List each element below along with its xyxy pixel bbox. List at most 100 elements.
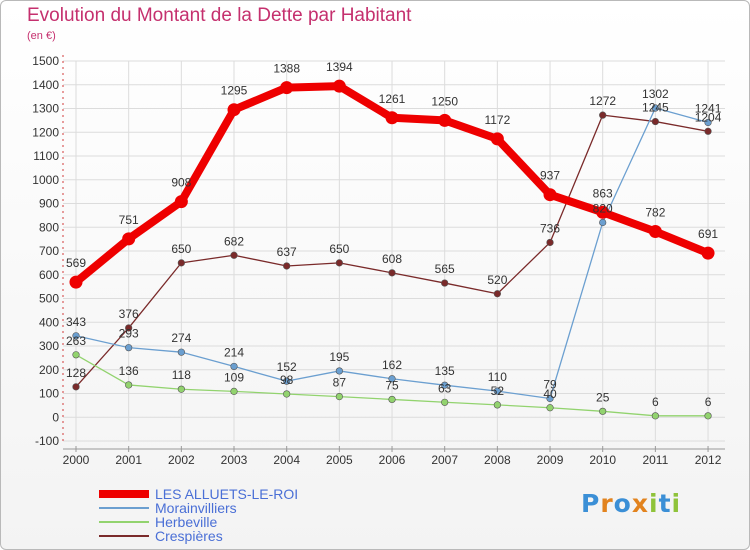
x-tick-label: 2012 [695, 453, 722, 467]
y-tick-label: 600 [39, 268, 59, 282]
data-label: 263 [66, 334, 86, 348]
data-point [177, 259, 185, 267]
data-label: 1204 [695, 110, 722, 124]
data-label: 637 [277, 245, 297, 259]
data-point [283, 377, 291, 385]
y-tick-label: 400 [39, 315, 59, 329]
data-label: 1241 [695, 102, 722, 116]
data-label: 1172 [484, 113, 510, 127]
data-label: 937 [540, 169, 560, 183]
data-point [177, 385, 185, 393]
data-label: 75 [385, 378, 399, 392]
data-point [543, 188, 557, 202]
data-point [546, 238, 554, 247]
axis-layer: -100 0 100 200 300 400 500 600 700 800 900 1000 1100… [32, 54, 725, 467]
data-label: 63 [438, 381, 452, 395]
data-point [122, 232, 136, 246]
data-point [72, 351, 80, 359]
data-label: 782 [645, 206, 665, 220]
data-label: 1388 [273, 62, 300, 76]
data-point [599, 111, 607, 119]
data-point [596, 205, 610, 219]
data-label: 736 [540, 221, 560, 235]
data-label: 109 [224, 370, 244, 384]
x-tick-label: 2008 [484, 453, 511, 467]
data-label: 751 [119, 213, 139, 227]
legend-swatch [99, 507, 149, 509]
x-tick-label: 2009 [537, 453, 564, 467]
data-label: 1261 [379, 92, 406, 106]
proxiti-logo: Proxiti [581, 489, 681, 518]
data-label: 6 [705, 395, 712, 409]
data-point [230, 251, 238, 259]
chart-unit: (en €) [27, 30, 56, 42]
data-point [704, 412, 712, 420]
data-point [438, 113, 452, 127]
data-label: 195 [329, 350, 349, 364]
data-point [332, 79, 346, 93]
x-tick-label: 2000 [63, 453, 90, 467]
data-label: 565 [435, 262, 455, 276]
y-tick-label: 100 [39, 387, 59, 401]
data-point [227, 103, 241, 117]
y-tick-label: 700 [39, 244, 59, 258]
data-point [599, 218, 607, 227]
x-tick-label: 2005 [326, 453, 353, 467]
data-label: 908 [171, 176, 191, 190]
data-label: 520 [487, 273, 507, 287]
chart-title: Evolution du Montant de la Dette par Hab… [27, 5, 412, 26]
legend-label: LES ALLUETS-LE-ROI [155, 486, 299, 502]
data-label: 820 [593, 202, 613, 216]
data-label: 118 [172, 368, 191, 382]
x-tick-label: 2003 [221, 453, 248, 467]
x-tick-label: 2004 [273, 453, 300, 467]
data-point [335, 392, 343, 401]
data-label: 6 [652, 395, 659, 409]
data-point [72, 332, 80, 340]
data-point [385, 111, 399, 125]
data-label: 162 [382, 358, 402, 372]
data-point [441, 398, 449, 406]
y-tick-label: 800 [39, 220, 59, 234]
data-point [493, 401, 501, 409]
legend-label: Crespières [155, 528, 223, 544]
data-point [125, 344, 133, 352]
data-point [704, 127, 712, 135]
data-point [648, 225, 662, 239]
y-tick-label: -100 [35, 434, 59, 448]
data-label: 1295 [221, 84, 248, 98]
x-tick-label: 2010 [589, 453, 616, 467]
data-label: 1394 [326, 60, 353, 74]
data-label-layer: 569 751 908 1295 1388 1394 1261 1250 1172 937 863 7… [66, 60, 722, 409]
x-tick-label: 2002 [168, 453, 195, 467]
data-label: 128 [66, 366, 86, 380]
data-label: 569 [66, 256, 86, 270]
data-point [335, 259, 343, 267]
data-label: 682 [224, 234, 244, 248]
data-label: 25 [596, 390, 610, 404]
logo-letter: i [671, 489, 682, 518]
data-label: 376 [119, 307, 139, 321]
data-point [651, 412, 659, 420]
data-label: 293 [119, 327, 139, 341]
data-point [125, 324, 133, 332]
data-point [651, 117, 659, 126]
y-tick-label: 900 [39, 197, 59, 211]
data-label: 650 [329, 242, 349, 256]
data-label: 79 [543, 377, 557, 391]
data-label: 135 [435, 364, 455, 378]
data-point [230, 362, 238, 371]
y-tick-label: 1500 [32, 54, 59, 68]
data-point [283, 262, 291, 270]
logo-letter: t [658, 489, 672, 518]
logo-letter: i [649, 489, 659, 518]
data-label: 1272 [589, 94, 616, 108]
y-tick-label: 0 [52, 410, 59, 424]
data-label: 214 [224, 345, 244, 359]
data-point [493, 290, 501, 298]
x-tick-label: 2007 [431, 453, 458, 467]
data-label: 98 [280, 373, 294, 387]
data-label: 52 [491, 384, 505, 398]
